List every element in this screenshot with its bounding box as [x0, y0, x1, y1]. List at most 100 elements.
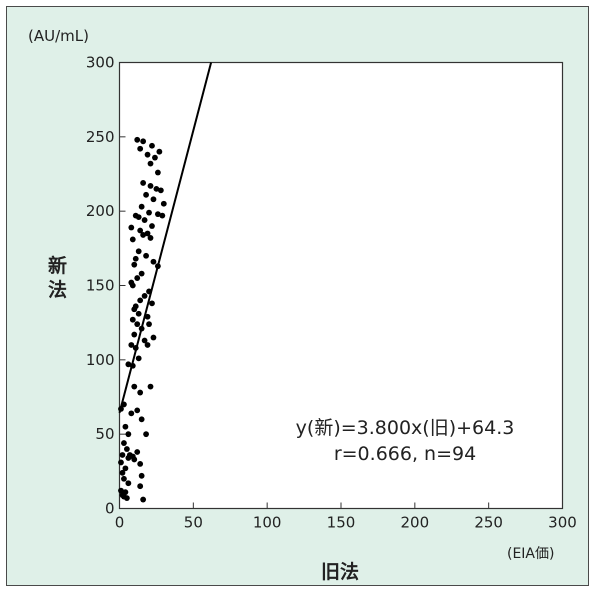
data-point	[123, 446, 130, 452]
data-point	[121, 440, 127, 446]
data-point	[144, 151, 151, 158]
data-point	[138, 472, 145, 479]
data-point	[134, 407, 141, 414]
data-point	[134, 136, 141, 143]
data-point	[128, 342, 135, 348]
data-point	[137, 297, 144, 304]
y-axis-label-char: 法	[48, 278, 67, 301]
data-point	[144, 230, 151, 237]
regression-equation: y(新)=3.800x(旧)+64.3	[296, 417, 515, 439]
data-point	[137, 145, 144, 152]
data-point	[125, 431, 132, 438]
data-point	[137, 227, 144, 234]
data-point	[141, 293, 148, 299]
data-point	[137, 389, 144, 396]
data-point	[147, 160, 154, 167]
data-point	[135, 310, 142, 317]
data-point	[140, 138, 147, 145]
data-point	[134, 449, 141, 455]
data-point	[146, 321, 152, 328]
data-point	[153, 185, 160, 192]
data-point	[125, 455, 132, 461]
data-point	[140, 496, 147, 503]
data-point	[119, 452, 126, 458]
x-tick-label: 100	[253, 514, 282, 532]
y-tick-label: 100	[86, 351, 115, 369]
x-tick-label: 50	[184, 514, 203, 532]
data-point	[138, 203, 145, 210]
data-point	[152, 154, 158, 161]
data-point	[137, 461, 144, 467]
data-point	[147, 383, 154, 390]
data-point	[129, 316, 136, 323]
x-tick-label: 150	[327, 514, 356, 532]
x-unit-label: (EIA価)	[507, 546, 554, 562]
data-point	[131, 456, 138, 463]
x-tick-label: 0	[115, 514, 125, 532]
data-point	[144, 313, 151, 320]
x-axis-label: 旧法	[321, 560, 359, 583]
data-point	[131, 383, 138, 390]
data-point	[141, 337, 148, 344]
data-point	[134, 321, 141, 328]
data-point	[125, 480, 132, 487]
data-point	[147, 235, 154, 241]
data-point	[150, 258, 157, 265]
data-point	[121, 475, 127, 482]
data-point	[122, 465, 129, 472]
data-point	[147, 182, 154, 189]
data-point	[135, 214, 142, 221]
data-point	[150, 334, 157, 341]
y-tick-label: 300	[86, 54, 115, 72]
axis-ticks: 0 50 100 150 200 250 300 0 50 100 150 200 250 300	[86, 54, 577, 532]
x-tick-label: 300	[548, 514, 577, 532]
data-point	[131, 306, 138, 313]
data-point	[135, 248, 142, 255]
data-point	[123, 495, 130, 501]
data-point	[160, 200, 167, 207]
data-point	[149, 223, 155, 229]
data-point	[138, 270, 145, 277]
data-point	[138, 416, 145, 423]
y-tick-label: 50	[95, 425, 114, 443]
data-point	[118, 459, 124, 466]
y-tick-label: 250	[86, 128, 115, 146]
data-point	[149, 300, 155, 307]
data-point	[149, 142, 155, 149]
data-point	[125, 361, 132, 368]
data-point	[154, 169, 161, 176]
data-point	[134, 275, 141, 281]
data-point	[143, 252, 149, 259]
data-point	[122, 423, 129, 430]
data-point	[140, 232, 147, 238]
data-point	[154, 211, 161, 218]
data-point	[157, 187, 164, 194]
data-point	[128, 224, 135, 231]
x-tick-label: 250	[474, 514, 503, 532]
data-point	[119, 469, 126, 476]
data-point	[146, 209, 152, 216]
data-point	[141, 217, 148, 223]
y-unit-label: (AU/mL)	[28, 27, 89, 45]
data-point	[131, 261, 138, 268]
y-axis-label: 新法	[48, 254, 67, 301]
y-axis-label-char: 新	[48, 254, 67, 277]
y-tick-label: 0	[105, 500, 115, 518]
x-tick-label: 200	[401, 514, 430, 532]
y-tick-label: 150	[86, 277, 115, 295]
data-point	[143, 191, 149, 198]
plot-area	[118, 61, 564, 510]
data-point	[140, 180, 147, 186]
data-point	[129, 236, 136, 243]
regression-stats: r=0.666, n=94	[334, 443, 476, 465]
y-tick-label: 200	[86, 202, 115, 220]
data-point	[159, 212, 166, 219]
data-point	[131, 331, 138, 338]
data-point	[150, 196, 157, 203]
data-point	[118, 487, 124, 494]
data-point	[132, 255, 139, 262]
regression-line	[118, 62, 213, 414]
data-point	[135, 355, 142, 362]
data-point	[144, 342, 151, 348]
